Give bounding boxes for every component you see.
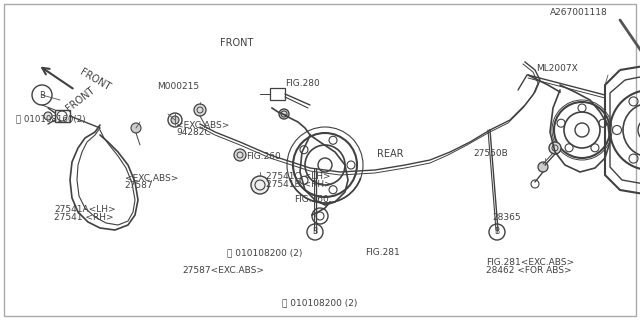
Text: FIG.260: FIG.260 [294,196,329,204]
Circle shape [234,149,246,161]
Text: B: B [39,91,45,100]
Text: <EXC.ABS>: <EXC.ABS> [176,121,229,130]
Text: 27550B: 27550B [474,149,508,158]
Text: FIG.281<EXC.ABS>: FIG.281<EXC.ABS> [486,258,575,267]
Text: 27587: 27587 [125,181,154,190]
Text: B: B [495,228,500,236]
Text: 94282C: 94282C [176,128,211,137]
Circle shape [194,104,206,116]
Text: 27541 <RH>: 27541 <RH> [54,213,114,222]
Circle shape [131,123,141,133]
Text: A267001118: A267001118 [550,8,608,17]
Text: FIG.260: FIG.260 [246,152,281,161]
Text: 27587<EXC.ABS>: 27587<EXC.ABS> [182,266,264,275]
Text: <EXC.ABS>: <EXC.ABS> [125,174,178,183]
Text: FRONT: FRONT [220,38,253,48]
Text: 27541B <RH>: 27541B <RH> [266,180,332,188]
Text: ML2007X: ML2007X [536,64,578,73]
Text: 28365: 28365 [493,213,522,222]
Text: B: B [312,228,317,236]
Text: M000215: M000215 [157,82,199,91]
Text: REAR: REAR [377,148,404,159]
Text: 27541C <LH>: 27541C <LH> [266,172,330,181]
Text: Ⓑ 010108200 (2): Ⓑ 010108200 (2) [227,248,303,257]
Text: FRONT: FRONT [64,85,97,113]
Circle shape [171,116,179,124]
Text: FRONT: FRONT [78,67,112,93]
Text: Ⓑ 010108200 (2): Ⓑ 010108200 (2) [282,298,358,307]
Circle shape [279,109,289,119]
Text: FIG.280: FIG.280 [285,79,319,88]
Circle shape [549,142,561,154]
Text: 27541A<LH>: 27541A<LH> [54,205,116,214]
Circle shape [44,112,52,120]
Text: FIG.281: FIG.281 [365,248,399,257]
Circle shape [538,162,548,172]
Text: 28462 <FOR ABS>: 28462 <FOR ABS> [486,266,572,275]
Circle shape [251,176,269,194]
Text: Ⓑ 010108160(2): Ⓑ 010108160(2) [16,114,86,123]
